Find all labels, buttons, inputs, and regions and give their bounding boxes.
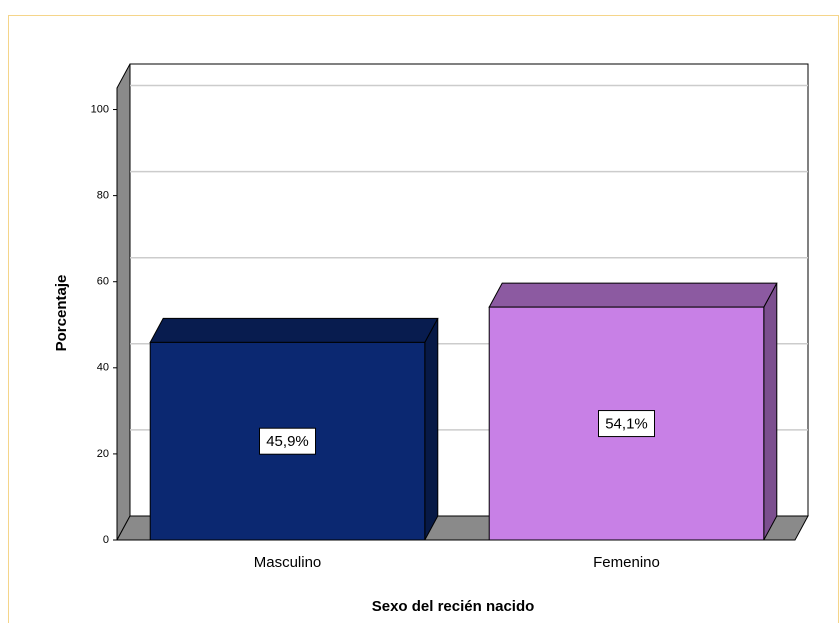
value-label-box — [598, 410, 655, 438]
x-tick-label: Masculino — [254, 554, 322, 571]
x-tick-label: Femenino — [593, 554, 660, 571]
y-tick-label: 60 — [97, 276, 109, 288]
value-label: 54,1% — [605, 416, 648, 433]
value-label-box — [259, 427, 316, 455]
bar-side — [763, 282, 778, 541]
x-axis-title: Sexo del recién nacido — [372, 598, 535, 615]
y-tick-label: 40 — [97, 362, 109, 374]
y-axis-title: Porcentaje — [53, 275, 70, 352]
y-tick-label: 100 — [91, 103, 109, 115]
bar-top — [149, 317, 439, 343]
y-tick-label: 80 — [97, 190, 109, 202]
y-tick-label: 0 — [103, 534, 109, 546]
left-wall — [116, 63, 131, 541]
bar-top — [488, 282, 778, 308]
bar-side — [424, 318, 439, 541]
y-tick-label: 20 — [97, 448, 109, 460]
value-label: 45,9% — [266, 433, 309, 450]
